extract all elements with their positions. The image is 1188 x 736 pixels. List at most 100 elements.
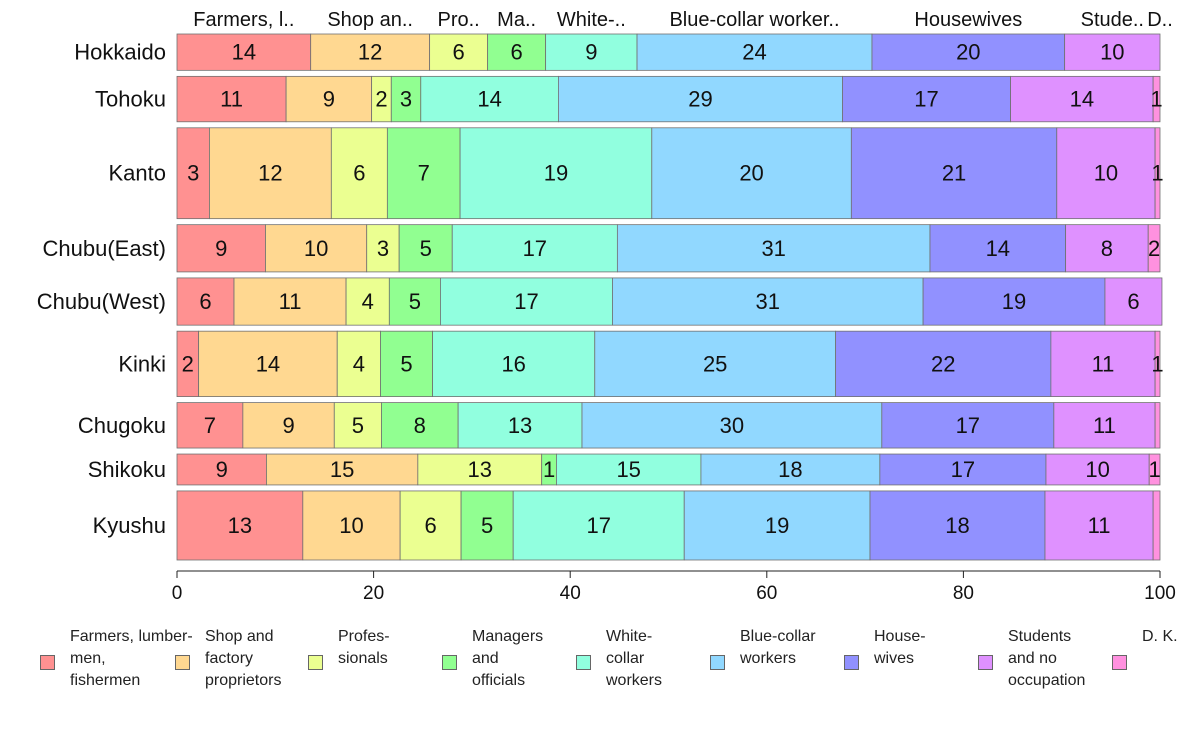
bar-value-label: 5 bbox=[352, 413, 364, 438]
bar-value-label: 5 bbox=[400, 351, 412, 376]
bar-value-label: 10 bbox=[304, 236, 328, 261]
legend-label: Profes- sionals bbox=[338, 628, 390, 667]
bar-segment bbox=[1152, 490, 1161, 561]
bar-value-label: 22 bbox=[931, 351, 955, 376]
bar-value-label: 4 bbox=[353, 351, 365, 376]
bar-value-label: 13 bbox=[228, 513, 252, 538]
legend-swatch bbox=[1112, 655, 1127, 670]
category-label: Kyushu bbox=[93, 513, 166, 538]
bar-value-label: 25 bbox=[703, 351, 727, 376]
bar-value-label: 15 bbox=[616, 457, 640, 482]
bar-segment bbox=[176, 490, 304, 561]
bar-segment bbox=[432, 330, 596, 398]
bar-value-label: 1 bbox=[1151, 161, 1163, 186]
bar-value-label: 21 bbox=[942, 161, 966, 186]
bar-value-label: 1 bbox=[1150, 87, 1162, 112]
bar-value-label: 12 bbox=[358, 40, 382, 65]
bar-segment bbox=[380, 330, 433, 398]
category-label: Kinki bbox=[118, 351, 166, 376]
bar-value-label: 18 bbox=[945, 513, 969, 538]
bar-segment bbox=[1154, 127, 1161, 220]
bar-segment bbox=[1064, 33, 1161, 71]
category-label: Chubu(West) bbox=[37, 289, 166, 314]
legend-item: Farmers, lumber- men, fishermen bbox=[40, 626, 193, 692]
bar-value-label: 8 bbox=[1101, 236, 1113, 261]
legend-swatch bbox=[978, 655, 993, 670]
bar-segment bbox=[460, 490, 514, 561]
legend-item: House- wives bbox=[844, 626, 926, 670]
bar-segment bbox=[842, 75, 1011, 123]
bar-segment bbox=[459, 127, 653, 220]
bar-value-label: 11 bbox=[1093, 413, 1116, 438]
bar-segment bbox=[242, 402, 335, 449]
bar-segment bbox=[285, 75, 373, 123]
bar-value-label: 10 bbox=[1085, 457, 1109, 482]
bar-value-label: 11 bbox=[220, 87, 243, 112]
legend-label: Managers and officials bbox=[472, 628, 544, 689]
bar-value-label: 1 bbox=[1148, 457, 1160, 482]
bar-value-label: 14 bbox=[232, 40, 256, 65]
bar-value-label: 9 bbox=[323, 87, 335, 112]
legend-item: Managers and officials bbox=[442, 626, 543, 692]
bar-segment bbox=[429, 33, 489, 71]
chart-legend: Farmers, lumber- men, fishermen Shop and … bbox=[0, 626, 1188, 736]
bar-segment bbox=[388, 277, 441, 326]
category-label: Kanto bbox=[109, 161, 167, 186]
bar-segment bbox=[612, 277, 924, 326]
bar-value-label: 3 bbox=[377, 236, 389, 261]
segment-header-label: D.. bbox=[1147, 9, 1173, 31]
category-label: Chubu(East) bbox=[42, 236, 166, 261]
bar-segment bbox=[1104, 277, 1163, 326]
bar-value-label: 14 bbox=[1070, 87, 1094, 112]
bar-segment bbox=[1148, 453, 1161, 486]
bar-segment bbox=[929, 224, 1067, 273]
bar-value-label: 20 bbox=[739, 161, 763, 186]
bar-segment bbox=[556, 453, 702, 486]
bar-segment bbox=[176, 402, 244, 449]
bar-value-label: 10 bbox=[1094, 161, 1118, 186]
bar-value-label: 5 bbox=[409, 289, 421, 314]
bar-value-label: 5 bbox=[420, 236, 432, 261]
bar-segment bbox=[386, 127, 461, 220]
x-tick-label: 20 bbox=[363, 583, 384, 604]
category-label: Chugoku bbox=[78, 413, 166, 438]
bar-segment bbox=[302, 490, 401, 561]
legend-swatch bbox=[40, 655, 55, 670]
segment-header-label: Stude.. bbox=[1081, 9, 1144, 31]
bar-value-label: 11 bbox=[1092, 351, 1115, 376]
bar-segment bbox=[233, 277, 347, 326]
legend-label: House- wives bbox=[874, 628, 926, 667]
legend-item: White- collar workers bbox=[576, 626, 662, 692]
x-tick-label: 0 bbox=[172, 583, 183, 604]
segment-header-label: White-.. bbox=[557, 9, 626, 31]
segment-header-label: Ma.. bbox=[497, 9, 536, 31]
bar-segment bbox=[1147, 224, 1161, 273]
bar-segment bbox=[594, 330, 837, 398]
bar-value-label: 30 bbox=[720, 413, 744, 438]
legend-label: White- collar workers bbox=[606, 628, 663, 689]
bar-value-label: 31 bbox=[761, 236, 785, 261]
bar-segment bbox=[700, 453, 881, 486]
segment-header-label: Shop an.. bbox=[327, 9, 413, 31]
bar-segment bbox=[616, 224, 931, 273]
bar-segment bbox=[390, 75, 422, 123]
bar-segment bbox=[545, 33, 638, 71]
bar-segment bbox=[198, 330, 338, 398]
legend-label: Students and no occupation bbox=[1008, 628, 1086, 689]
bar-value-label: 6 bbox=[1127, 289, 1139, 314]
legend-swatch bbox=[175, 655, 190, 670]
bar-segment bbox=[1056, 127, 1156, 220]
bar-value-label: 6 bbox=[424, 513, 436, 538]
bar-value-label: 5 bbox=[481, 513, 493, 538]
bar-value-label: 8 bbox=[414, 413, 426, 438]
bar-value-label: 17 bbox=[951, 457, 975, 482]
bar-segment bbox=[176, 127, 210, 220]
bar-segment bbox=[176, 277, 235, 326]
legend-swatch bbox=[710, 655, 725, 670]
bar-value-label: 2 bbox=[375, 87, 387, 112]
bar-segment bbox=[1010, 75, 1154, 123]
bar-value-label: 19 bbox=[1002, 289, 1026, 314]
segment-header-label: Housewives bbox=[914, 9, 1022, 31]
x-tick-label: 80 bbox=[953, 583, 974, 604]
bar-segment bbox=[417, 453, 543, 486]
